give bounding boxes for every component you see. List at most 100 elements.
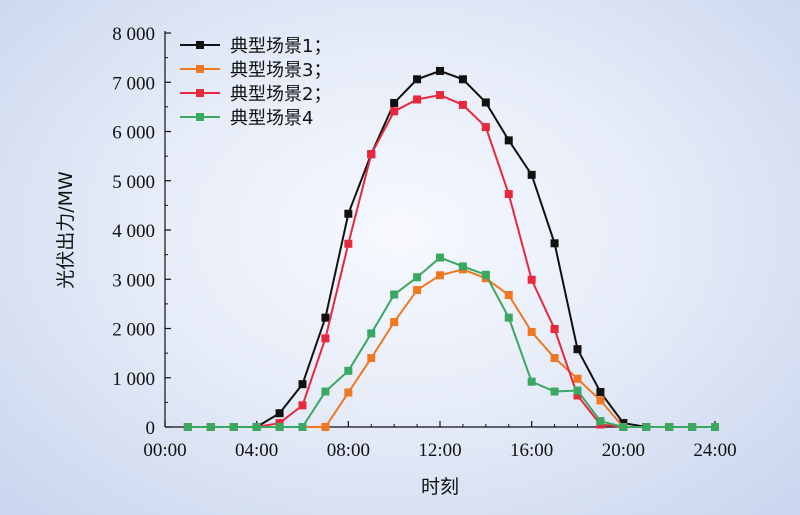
- data-point: [298, 401, 307, 410]
- x-tick-label: 16:00: [510, 440, 553, 461]
- data-point: [344, 209, 353, 218]
- data-point: [321, 313, 330, 322]
- data-point: [458, 262, 467, 271]
- data-point: [527, 275, 536, 284]
- data-point: [504, 190, 513, 199]
- data-point: [665, 423, 674, 431]
- data-point: [344, 239, 353, 248]
- y-axis-ticks: 0 1 000 2 000 3 000 4 000 5 000 6 000 7 000 8 00…: [112, 24, 171, 439]
- data-point: [321, 387, 330, 396]
- data-point: [504, 313, 513, 322]
- data-point: [252, 423, 261, 431]
- data-point: [504, 291, 513, 300]
- y-tick-label: 6 000: [112, 123, 155, 144]
- legend-item: 典型场景4: [180, 108, 313, 129]
- y-tick-label: 2 000: [112, 320, 155, 341]
- x-tick-label: 04:00: [235, 440, 278, 461]
- data-point: [436, 253, 444, 262]
- legend-item: 典型场景2；: [180, 84, 331, 105]
- series-2: [183, 265, 719, 431]
- data-point: [527, 327, 536, 336]
- series-line: [187, 256, 715, 428]
- data-point: [596, 388, 605, 397]
- y-tick-label: 8 000: [112, 24, 155, 45]
- data-point: [550, 324, 559, 333]
- y-tick-label: 7 000: [112, 73, 155, 94]
- data-point: [390, 290, 399, 299]
- legend-label: 典型场景2；: [230, 84, 331, 105]
- data-point: [321, 334, 330, 343]
- data-point: [642, 423, 651, 431]
- data-point: [619, 423, 628, 431]
- data-point: [390, 98, 399, 107]
- data-point: [298, 380, 307, 389]
- series-group: [183, 66, 719, 431]
- data-point: [206, 423, 215, 431]
- data-point: [596, 396, 605, 405]
- data-point: [481, 123, 490, 132]
- data-point: [367, 150, 376, 159]
- data-point: [298, 423, 307, 431]
- legend-label: 典型场景1；: [230, 36, 331, 57]
- data-point: [481, 98, 490, 107]
- data-point: [275, 409, 284, 418]
- data-point: [183, 423, 192, 431]
- data-point: [390, 318, 399, 327]
- data-point: [573, 386, 582, 395]
- x-tick-label: 20:00: [602, 440, 645, 461]
- data-point: [367, 329, 376, 338]
- y-tick-label: 0: [146, 418, 156, 439]
- legend-swatch-marker: [196, 41, 204, 49]
- legend-label: 典型场景4: [230, 108, 313, 129]
- y-tick-label: 4 000: [112, 221, 155, 242]
- legend-item: 典型场景3；: [180, 60, 331, 81]
- data-point: [458, 100, 467, 109]
- legend-swatch-marker: [196, 113, 204, 121]
- data-point: [573, 345, 582, 354]
- data-point: [413, 75, 422, 84]
- y-tick-label: 3 000: [112, 270, 155, 291]
- x-axis-title: 时刻: [421, 476, 459, 498]
- legend-swatch-marker: [196, 89, 204, 97]
- data-point: [436, 66, 444, 75]
- series-4: [183, 253, 719, 431]
- data-point: [390, 107, 399, 116]
- data-point: [458, 75, 467, 84]
- data-point: [527, 170, 536, 179]
- data-point: [344, 388, 353, 397]
- x-tick-label: 00:00: [143, 440, 186, 461]
- data-point: [413, 95, 422, 104]
- y-tick-label: 5 000: [112, 172, 155, 193]
- data-point: [550, 354, 559, 363]
- legend-swatch-marker: [196, 65, 204, 73]
- data-point: [436, 271, 444, 280]
- x-tick-label: 12:00: [418, 440, 461, 461]
- data-point: [436, 91, 444, 100]
- data-point: [527, 377, 536, 386]
- x-tick-label: 08:00: [327, 440, 370, 461]
- data-point: [344, 366, 353, 375]
- data-point: [321, 423, 330, 431]
- data-point: [688, 423, 697, 431]
- y-tick-label: 1 000: [112, 369, 155, 390]
- legend-label: 典型场景3；: [230, 60, 331, 81]
- data-point: [481, 270, 490, 279]
- data-point: [504, 136, 513, 145]
- legend: 典型场景1； 典型场景3； 典型场景2； 典型场景4: [180, 36, 331, 129]
- legend-item: 典型场景1；: [180, 36, 331, 57]
- data-point: [229, 423, 238, 431]
- data-point: [596, 417, 605, 426]
- y-axis-title: 光伏出力/MW: [55, 171, 77, 289]
- data-point: [550, 387, 559, 396]
- data-point: [275, 423, 284, 431]
- series-line: [187, 268, 715, 428]
- data-point: [413, 273, 422, 282]
- data-point: [573, 374, 582, 383]
- data-point: [711, 423, 719, 431]
- data-point: [550, 239, 559, 248]
- data-point: [367, 354, 376, 363]
- x-tick-label: 24:00: [693, 440, 736, 461]
- data-point: [413, 286, 422, 295]
- data-point: [573, 391, 582, 400]
